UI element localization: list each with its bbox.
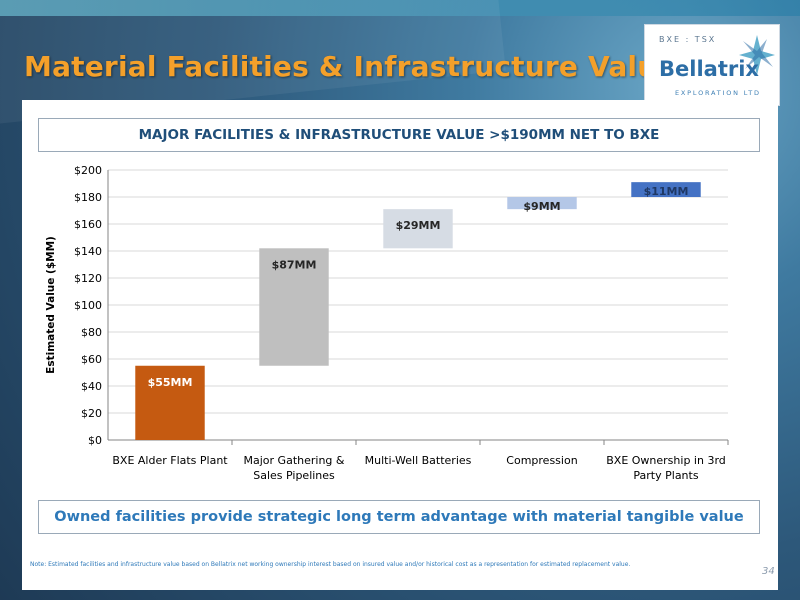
y-tick-label: $0 <box>88 434 102 447</box>
chart-title: MAJOR FACILITIES & INFRASTRUCTURE VALUE … <box>138 127 660 143</box>
y-tick-label: $20 <box>81 407 102 420</box>
x-tick-label: Sales Pipelines <box>253 469 335 482</box>
x-tick-label: Party Plants <box>633 469 698 482</box>
y-tick-label: $40 <box>81 380 102 393</box>
y-tick-label: $80 <box>81 326 102 339</box>
y-tick-label: $140 <box>74 245 102 258</box>
x-tick-label: BXE Alder Flats Plant <box>112 454 228 467</box>
y-tick-label: $160 <box>74 218 102 231</box>
slide-title: Material Facilities & Infrastructure Val… <box>24 50 677 83</box>
logo-tagline: EXPLORATION LTD <box>675 89 761 97</box>
y-tick-label: $120 <box>74 272 102 285</box>
x-tick-label: Major Gathering & <box>244 454 345 467</box>
x-tick-label: BXE Ownership in 3rd <box>606 454 726 467</box>
footnote: Note: Estimated facilities and infrastru… <box>30 561 631 568</box>
callout-box: Owned facilities provide strategic long … <box>38 500 760 534</box>
bar <box>507 197 577 210</box>
x-tick-label: Compression <box>506 454 577 467</box>
company-logo: BXE : TSX Bellatrix EXPLORATION LTD <box>644 24 780 106</box>
x-tick-label: Multi-Well Batteries <box>365 454 472 467</box>
y-tick-label: $200 <box>74 164 102 177</box>
logo-ticker: BXE : TSX <box>659 35 717 44</box>
top-accent-strip <box>0 0 800 16</box>
data-label: $87MM <box>272 258 317 271</box>
waterfall-chart: $0 $20 $40 $60 $80 $100 $120 $140 $160 $180 $200 Es… <box>45 164 729 482</box>
bar <box>383 209 453 249</box>
logo-name: Bellatrix <box>659 57 759 81</box>
y-tick-label: $100 <box>74 299 102 312</box>
bar <box>631 182 701 197</box>
bar <box>135 365 205 440</box>
callout-text: Owned facilities provide strategic long … <box>54 509 744 525</box>
data-label: $55MM <box>148 376 193 389</box>
y-tick-label: $180 <box>74 191 102 204</box>
y-tick-label: $60 <box>81 353 102 366</box>
chart-title-box: MAJOR FACILITIES & INFRASTRUCTURE VALUE … <box>38 118 760 152</box>
data-label: $9MM <box>523 200 560 213</box>
page-number: 34 <box>762 566 775 577</box>
star-icon <box>739 35 775 75</box>
data-label: $29MM <box>396 219 441 232</box>
data-label: $11MM <box>644 185 689 198</box>
y-axis-title: Estimated Value ($MM) <box>45 236 57 374</box>
bar <box>259 248 329 366</box>
